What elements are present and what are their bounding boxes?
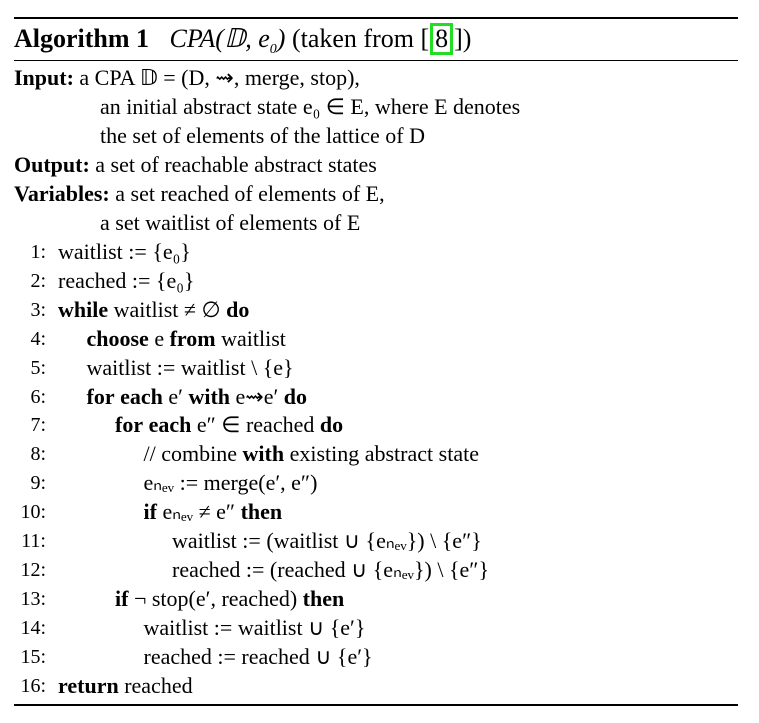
line-number: 15: [20, 645, 46, 668]
variables-text-1: a set reached of elements of E, [115, 181, 385, 206]
algorithm-label: Algorithm 1 [14, 24, 150, 53]
variables-text-2: a set waitlist of elements of E [100, 210, 361, 235]
line-number: 14: [20, 616, 46, 639]
top-rule [14, 17, 738, 19]
code-line: reached := reached ∪ {e′} [143, 643, 373, 669]
input-line: Input: a CPA 𝔻 = (D, ⇝, merge, stop), [14, 65, 360, 90]
line-number: 10: [20, 501, 46, 524]
output-line: Output: a set of reachable abstract stat… [14, 152, 377, 177]
code-line: choose e from waitlist [86, 325, 286, 351]
code-line: while waitlist ≠ ∅ do [58, 296, 250, 322]
line-number: 13: [20, 587, 46, 610]
code-line: if eₙₑᵥ ≠ e″ then [143, 499, 283, 525]
variables-line: Variables: a set reached of elements of … [14, 181, 385, 206]
input-text-3: the set of elements of the lattice of D [100, 123, 425, 148]
line-number: 12: [20, 558, 46, 581]
code-line: // combine with existing abstract state [143, 441, 479, 467]
algorithm-title: Algorithm 1 CPA(𝔻, e0) (taken from [8]) [14, 22, 471, 67]
line-number: 5: [30, 356, 46, 379]
code-line: waitlist := waitlist \ {e} [86, 354, 294, 380]
line-number: 7: [30, 414, 46, 437]
line-number: 3: [30, 298, 46, 321]
bottom-rule [14, 704, 738, 706]
line-number: 1: [30, 241, 46, 263]
input-text-1: a CPA 𝔻 = (D, ⇝, merge, stop), [79, 65, 360, 90]
line-number: 2: [30, 269, 46, 292]
header-rule [14, 60, 738, 61]
code-line: reached := (reached ∪ {eₙₑᵥ}) \ {e″} [172, 556, 490, 582]
code-line: eₙₑᵥ := merge(e′, e″) [143, 470, 318, 496]
taken-from-suffix: ]) [454, 24, 472, 53]
line-number: 11: [21, 530, 46, 552]
line-number: 16: [20, 674, 46, 697]
line-number: 9: [30, 472, 46, 495]
code-line: if ¬ stop(e′, reached) then [115, 585, 345, 611]
code-line: reached := {e₀} [58, 267, 195, 293]
code-line: waitlist := (waitlist ∪ {eₙₑᵥ}) \ {e″} [172, 528, 482, 553]
output-text: a set of reachable abstract states [95, 152, 377, 177]
code-line: waitlist := waitlist ∪ {e′} [143, 614, 366, 640]
code-line: for each e″ ∈ reached do [115, 412, 344, 438]
code-line: return reached [58, 672, 193, 698]
taken-from-prefix: (taken from [ [291, 24, 430, 53]
line-number: 6: [30, 385, 46, 408]
citation-link[interactable]: 8 [430, 23, 454, 55]
input-text-2: an initial abstract state e₀ ∈ E, where … [100, 94, 521, 119]
line-number: 8: [30, 443, 46, 466]
line-number: 4: [30, 327, 46, 350]
algorithm-name: CPA(𝔻, e0) [169, 24, 286, 58]
code-line: for each e′ with e⇝e′ do [86, 383, 308, 409]
code-line: waitlist := {e₀} [58, 239, 191, 264]
